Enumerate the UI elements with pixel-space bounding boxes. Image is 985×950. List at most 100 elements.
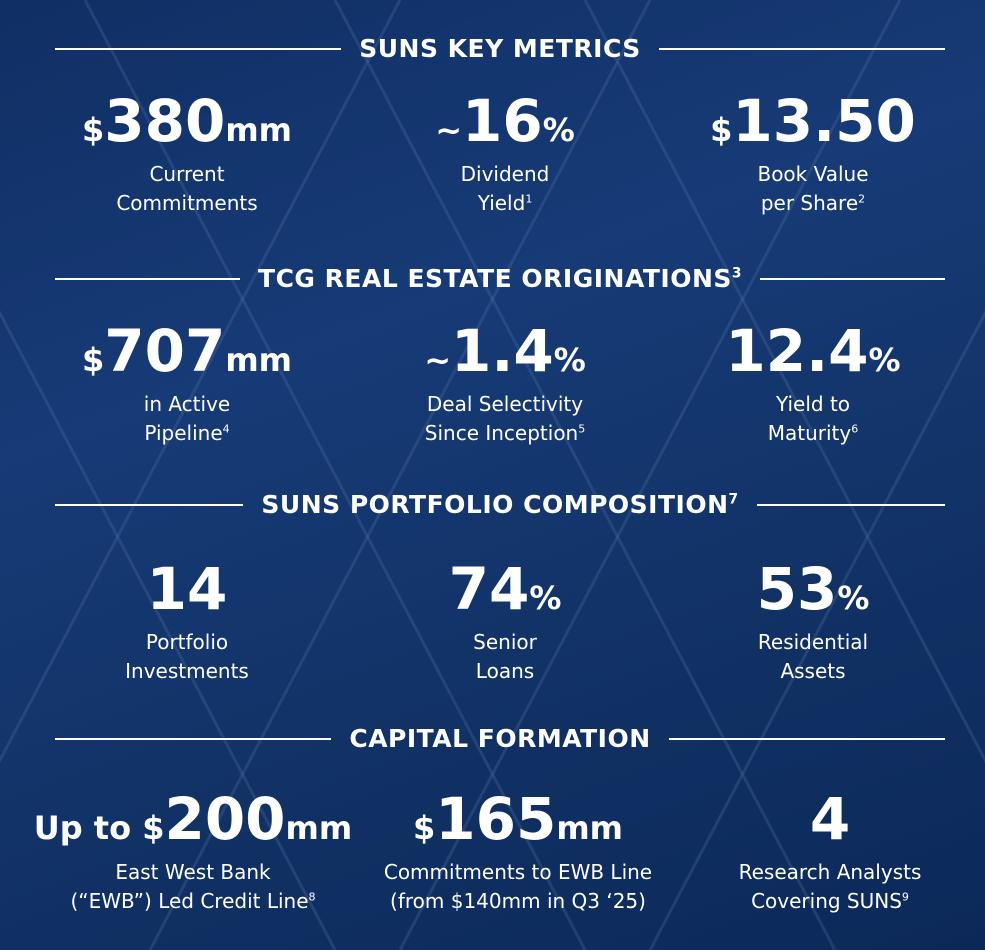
divider <box>668 737 945 740</box>
metric-prefix: $ <box>81 341 105 379</box>
metric-number: 165 <box>435 785 557 853</box>
metric: ~1.4% Deal Selectivity Since Inception5 <box>340 322 670 448</box>
metric-number: 14 <box>146 555 228 623</box>
label-text: Residential <box>757 630 869 654</box>
section-title: SUNS KEY METRICS <box>341 34 659 63</box>
metric: 12.4% Yield to Maturity6 <box>648 322 978 448</box>
metric-prefix: ~ <box>435 111 463 149</box>
metric-value: ~16% <box>340 92 670 150</box>
label-line: East West Bank <box>28 858 358 887</box>
label-line: Residential <box>648 628 978 657</box>
metric-label: Commitments to EWB Line (from $140mm in Q… <box>353 858 683 916</box>
metric-number: 53 <box>756 555 838 623</box>
metric: 53% Residential Assets <box>648 560 978 686</box>
section-title-text: SUNS PORTFOLIO COMPOSITION <box>261 490 729 519</box>
footnote-ref: 6 <box>851 422 859 436</box>
label-text: (from $140mm in Q3 ‘25) <box>390 889 646 913</box>
label-line: Since Inception5 <box>340 419 670 448</box>
label-line: Covering SUNS9 <box>665 887 985 916</box>
metric-prefix: $ <box>710 111 733 149</box>
section-title-text: CAPITAL FORMATION <box>349 724 651 753</box>
footnote-ref: 2 <box>858 192 866 206</box>
label-text: Senior <box>473 630 537 654</box>
metric: $707mm in Active Pipeline4 <box>22 322 352 448</box>
metric-label: Deal Selectivity Since Inception5 <box>340 390 670 448</box>
metric-number: 4 <box>809 785 851 853</box>
metric-number: 16 <box>462 87 543 155</box>
label-text: East West Bank <box>115 860 271 884</box>
label-line: (from $140mm in Q3 ‘25) <box>353 887 683 916</box>
metric-value: $707mm <box>22 322 352 380</box>
metric: $165mm Commitments to EWB Line (from $140m… <box>353 790 683 916</box>
metric-prefix: $ <box>81 111 105 149</box>
metric-unit: mm <box>556 809 624 847</box>
label-text: Current <box>149 162 225 186</box>
metric-unit: % <box>553 341 586 379</box>
label-line: Commitments to EWB Line <box>353 858 683 887</box>
label-line: Investments <box>22 657 352 686</box>
section-title-text: TCG REAL ESTATE ORIGINATIONS <box>258 264 732 293</box>
divider <box>55 47 342 50</box>
label-line: Current <box>22 160 352 189</box>
label-line: Pipeline4 <box>22 419 352 448</box>
label-line: Yield to <box>648 390 978 419</box>
label-text: Covering SUNS <box>751 889 902 913</box>
metric: 4 Research Analysts Covering SUNS9 <box>665 790 985 916</box>
metric-label: East West Bank (“EWB”) Led Credit Line8 <box>28 858 358 916</box>
section-title: TCG REAL ESTATE ORIGINATIONS3 <box>240 264 760 293</box>
metric-unit: mm <box>285 809 353 847</box>
metric-value: $13.50 <box>648 92 978 150</box>
label-line: Loans <box>340 657 670 686</box>
metric-prefix: $ <box>412 809 436 847</box>
divider <box>759 277 946 280</box>
metric-unit: % <box>529 579 562 617</box>
metric-label: Residential Assets <box>648 628 978 686</box>
section-title-text: SUNS KEY METRICS <box>359 34 641 63</box>
metric: ~16% Dividend Yield1 <box>340 92 670 218</box>
label-line: Deal Selectivity <box>340 390 670 419</box>
section-title: SUNS PORTFOLIO COMPOSITION7 <box>243 490 756 519</box>
metric-label: Yield to Maturity6 <box>648 390 978 448</box>
footnote-ref: 7 <box>728 491 739 508</box>
label-line: per Share2 <box>648 189 978 218</box>
label-text: Yield to <box>775 392 851 416</box>
divider <box>658 47 946 50</box>
label-text: Assets <box>780 659 846 683</box>
label-text: Yield <box>477 191 526 215</box>
metric: 74% Senior Loans <box>340 560 670 686</box>
label-text: in Active <box>143 392 231 416</box>
metric-prefix: ~ <box>424 341 451 379</box>
metric-value: $165mm <box>353 790 683 848</box>
metric-value: 74% <box>340 560 670 618</box>
metric: 14 Portfolio Investments <box>22 560 352 686</box>
label-line: Senior <box>340 628 670 657</box>
metric-number: 707 <box>104 317 226 385</box>
metric-label: Portfolio Investments <box>22 628 352 686</box>
label-line: Book Value <box>648 160 978 189</box>
metric-value: $380mm <box>22 92 352 150</box>
section-header: TCG REAL ESTATE ORIGINATIONS3 <box>55 264 946 293</box>
metric-number: 13.50 <box>732 87 916 155</box>
label-text: Dividend <box>460 162 550 186</box>
label-text: Maturity <box>767 421 852 445</box>
metric-unit: mm <box>225 341 293 379</box>
metric-number: 380 <box>104 87 226 155</box>
metric-label: Book Value per Share2 <box>648 160 978 218</box>
label-line: Yield1 <box>340 189 670 218</box>
metric: $13.50 Book Value per Share2 <box>648 92 978 218</box>
metric-value: Up to $200mm <box>28 790 358 848</box>
metric-number: 200 <box>164 785 286 853</box>
metric-label: Senior Loans <box>340 628 670 686</box>
label-text: Portfolio <box>145 630 229 654</box>
metric-unit: % <box>837 579 870 617</box>
divider <box>55 277 241 280</box>
section-header: SUNS KEY METRICS <box>55 34 946 63</box>
metric-prefix: Up to $ <box>33 809 165 847</box>
label-line: Dividend <box>340 160 670 189</box>
section-title: CAPITAL FORMATION <box>331 724 668 753</box>
metric-label: Current Commitments <box>22 160 352 218</box>
metric-value: ~1.4% <box>340 322 670 380</box>
footnote-ref: 1 <box>525 192 533 206</box>
